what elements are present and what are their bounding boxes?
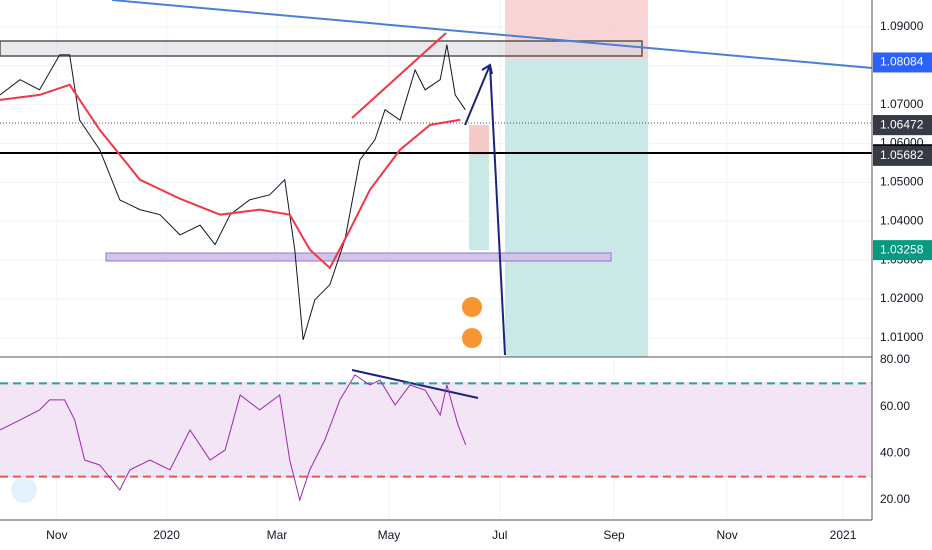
resistance-box	[0, 40, 643, 57]
support-box	[105, 252, 612, 262]
x-tick-label: Nov	[46, 528, 67, 542]
arrow-head	[481, 63, 493, 75]
x-tick-label: Mar	[267, 528, 288, 542]
event-icon	[462, 297, 482, 317]
price-label: 1.05682	[880, 148, 924, 162]
trend-line	[351, 32, 447, 119]
price-label-bg	[873, 145, 932, 166]
x-tick-label: Sep	[603, 528, 625, 542]
drawings	[0, 0, 873, 521]
price-label-bg	[873, 115, 932, 136]
series-line	[0, 44, 466, 341]
trend-line	[111, 0, 873, 69]
y-tick-label: 1.07000	[880, 97, 924, 111]
target-zone	[505, 60, 648, 357]
y-tick-label: 20.00	[880, 492, 910, 506]
y-tick-label: 1.01000	[880, 330, 924, 344]
y-tick-label: 1.04000	[880, 213, 924, 227]
x-tick-label: 2020	[153, 528, 180, 542]
logo	[11, 477, 37, 503]
series-line	[0, 83, 461, 270]
target-zone-small	[469, 155, 489, 250]
x-tick-label: May	[378, 528, 401, 542]
y-tick-label: 60.00	[880, 399, 910, 413]
divergence-line	[351, 369, 479, 399]
y-tick-label: 40.00	[880, 445, 910, 459]
price-label-bg	[873, 240, 932, 261]
x-tick-label: Nov	[716, 528, 737, 542]
x-tick-label: Jul	[492, 528, 507, 542]
price-label: 1.03258	[880, 242, 924, 256]
price-label: 1.08084	[880, 55, 924, 69]
y-tick-label: 1.02000	[880, 291, 924, 305]
y-tick-label: 1.05000	[880, 175, 924, 189]
price-label-bg	[873, 52, 932, 73]
price-label: 1.06472	[880, 117, 924, 131]
y-tick-label: 80.00	[880, 352, 910, 366]
rsi-band	[0, 382, 872, 477]
event-icon	[462, 328, 482, 348]
x-tick-label: 2021	[830, 528, 857, 542]
stop-zone-small	[469, 125, 489, 155]
y-tick-label: 1.09000	[880, 19, 924, 33]
series-line	[0, 374, 467, 502]
